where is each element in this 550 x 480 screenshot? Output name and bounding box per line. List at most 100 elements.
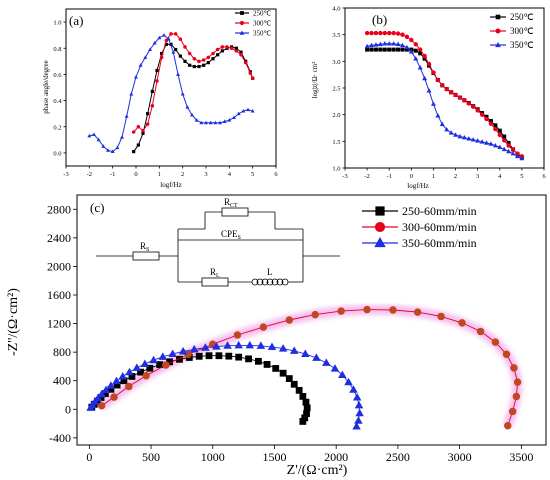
data-point	[164, 42, 168, 46]
y-tick-label: 2000	[47, 259, 71, 273]
x-tick-label: 0	[134, 171, 137, 178]
data-point	[195, 352, 203, 360]
x-tick-label: 5	[520, 173, 523, 180]
resistor-rs	[132, 251, 160, 261]
data-point	[241, 108, 246, 113]
data-point	[215, 352, 223, 360]
data-point	[484, 116, 489, 122]
data-point	[382, 47, 387, 52]
data-point	[155, 79, 159, 83]
data-point	[501, 146, 507, 152]
x-tick-label: 5	[251, 171, 254, 178]
data-point	[373, 42, 379, 47]
data-point	[279, 369, 287, 377]
legend-label: 250℃	[510, 12, 534, 22]
data-point	[491, 338, 500, 346]
data-point	[312, 353, 321, 361]
data-point	[138, 63, 143, 67]
data-point	[512, 392, 521, 401]
legend-marker	[375, 206, 385, 216]
series-line	[366, 43, 523, 159]
data-point	[349, 385, 358, 393]
data-point	[176, 72, 180, 76]
data-point	[484, 140, 490, 145]
data-point	[197, 64, 201, 69]
data-point	[493, 123, 498, 128]
data-point	[391, 41, 397, 46]
data-point	[169, 32, 173, 36]
data-point	[178, 54, 182, 58]
x-tick-label: 2	[181, 171, 184, 178]
data-point	[145, 122, 150, 126]
y-axis-label-b: log|z|/Ω· cm²	[311, 62, 319, 99]
legend-label: 300-60mm/min	[402, 220, 477, 234]
data-point	[97, 389, 106, 398]
data-point	[129, 91, 134, 96]
data-point	[369, 42, 375, 48]
data-point	[386, 41, 392, 46]
data-point	[164, 38, 169, 43]
data-point	[232, 115, 236, 120]
data-point	[378, 47, 383, 52]
panel-b: (b) log|z|/Ω· cm² logf/Hz -3 -2 -1 0 1 2 3 4 5 6 1…	[311, 6, 546, 191]
data-point	[506, 143, 511, 148]
data-point	[426, 88, 432, 93]
data-point	[437, 312, 445, 321]
data-point	[187, 51, 192, 56]
data-point	[497, 132, 502, 138]
panel-c: (c) -Z''/(Ω·cm²) Z'/(Ω·cm²) 0 500 1000 1500…	[6, 194, 547, 478]
data-point	[141, 128, 145, 133]
legend-label: 350℃	[510, 40, 534, 50]
data-point	[101, 144, 106, 148]
data-point	[125, 367, 134, 376]
data-point	[440, 83, 445, 88]
data-point	[149, 355, 158, 364]
data-point	[118, 372, 127, 380]
data-point	[194, 118, 199, 122]
data-point	[132, 150, 136, 154]
data-point	[192, 56, 197, 61]
data-point	[107, 385, 115, 393]
data-point	[422, 53, 427, 59]
data-point	[299, 418, 307, 425]
x-tick-label: 6	[542, 173, 546, 180]
data-point	[461, 135, 467, 140]
data-point	[229, 46, 234, 51]
coil-turn	[251, 278, 259, 286]
data-point	[178, 37, 183, 41]
data-point	[508, 407, 517, 416]
data-point	[205, 352, 213, 360]
data-point	[106, 148, 110, 152]
data-point	[515, 151, 520, 156]
x-tick-label: -1	[110, 171, 115, 178]
data-point	[146, 364, 154, 372]
data-point	[162, 33, 166, 37]
legend-label: 250℃	[253, 9, 272, 17]
x-tick-label: 2	[454, 173, 457, 180]
data-point	[435, 113, 441, 118]
legend-marker	[495, 14, 501, 20]
data-point	[338, 370, 347, 379]
data-point	[471, 104, 476, 109]
x-tick-label: 2500	[386, 450, 410, 464]
data-point	[382, 30, 387, 36]
data-point	[146, 112, 150, 116]
y-tick-label: 0	[65, 402, 71, 416]
data-point	[171, 50, 176, 54]
data-point	[417, 47, 423, 52]
data-point	[206, 61, 210, 65]
plot-frame-c	[76, 194, 547, 446]
series-line	[367, 49, 523, 158]
data-point	[255, 357, 262, 365]
data-point	[272, 365, 280, 372]
data-point	[173, 32, 178, 36]
x-tick-label: -1	[387, 173, 392, 180]
data-point	[166, 358, 173, 366]
x-tick-label: 1	[158, 171, 161, 178]
data-point	[466, 136, 472, 141]
data-point	[278, 344, 288, 352]
data-point	[112, 376, 121, 385]
x-tick-label: 1000	[201, 450, 225, 464]
data-point	[400, 32, 405, 37]
data-point	[239, 50, 243, 54]
